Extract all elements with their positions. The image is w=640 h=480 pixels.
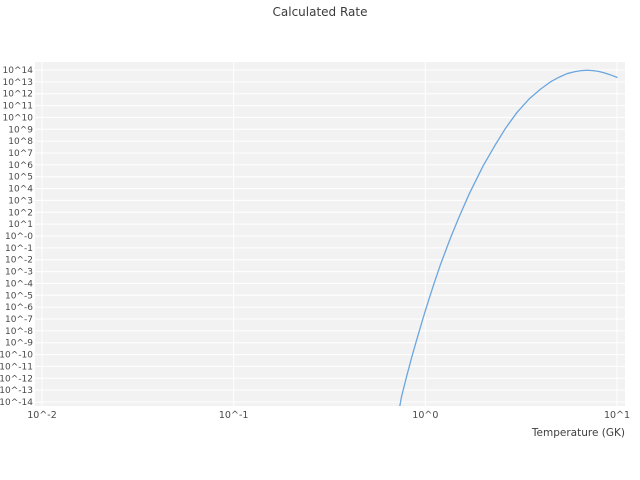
x-tick-label: 10^0: [412, 410, 438, 421]
y-tick-label: 10^-10: [0, 351, 33, 361]
y-tick-label: 10^7: [8, 149, 33, 159]
y-tick-label: 10^-12: [0, 374, 33, 384]
y-tick-label: 10^8: [8, 137, 33, 147]
plot-background: [35, 62, 625, 406]
y-tick-label: 10^-8: [5, 327, 33, 337]
y-tick-label: 10^-0: [5, 232, 33, 242]
y-tick-label: 10^4: [8, 185, 33, 195]
y-tick-label: 10^11: [3, 102, 33, 112]
y-tick-label: 10^14: [3, 66, 34, 76]
y-tick-label: 10^5: [8, 173, 33, 183]
y-tick-label: 10^-9: [5, 339, 33, 349]
x-axis-label: Temperature (GK): [531, 427, 625, 439]
y-tick-label: 10^-13: [0, 386, 33, 396]
y-tick-label: 10^-11: [0, 362, 33, 372]
y-tick-label: 10^-14: [0, 398, 33, 408]
y-tick-label: 10^1: [8, 220, 33, 230]
y-tick-label: 10^10: [3, 113, 34, 123]
y-tick-label: 10^6: [8, 161, 33, 171]
x-tick-label: 10^1: [604, 410, 630, 421]
y-tick-label: 10^9: [8, 125, 33, 135]
rate-curve: [399, 69, 618, 406]
y-tick-label: 10^-2: [5, 256, 33, 266]
y-tick-label: 10^-3: [5, 268, 33, 278]
y-tick-label: 10^-1: [5, 244, 33, 254]
x-tick-label: 10^-1: [219, 410, 249, 421]
x-tick-label: 10^-2: [27, 410, 57, 421]
chart-title: Calculated Rate: [273, 5, 368, 19]
y-tick-label: 10^-4: [5, 279, 33, 289]
y-tick-label: 10^3: [8, 196, 33, 206]
y-tick-label: 10^-7: [5, 315, 33, 325]
y-tick-label: 10^-5: [5, 291, 33, 301]
y-tick-label: 10^-6: [5, 303, 33, 313]
y-tick-label: 10^2: [8, 208, 33, 218]
y-tick-label: 10^13: [3, 78, 33, 88]
y-tick-label: 10^12: [3, 90, 33, 100]
